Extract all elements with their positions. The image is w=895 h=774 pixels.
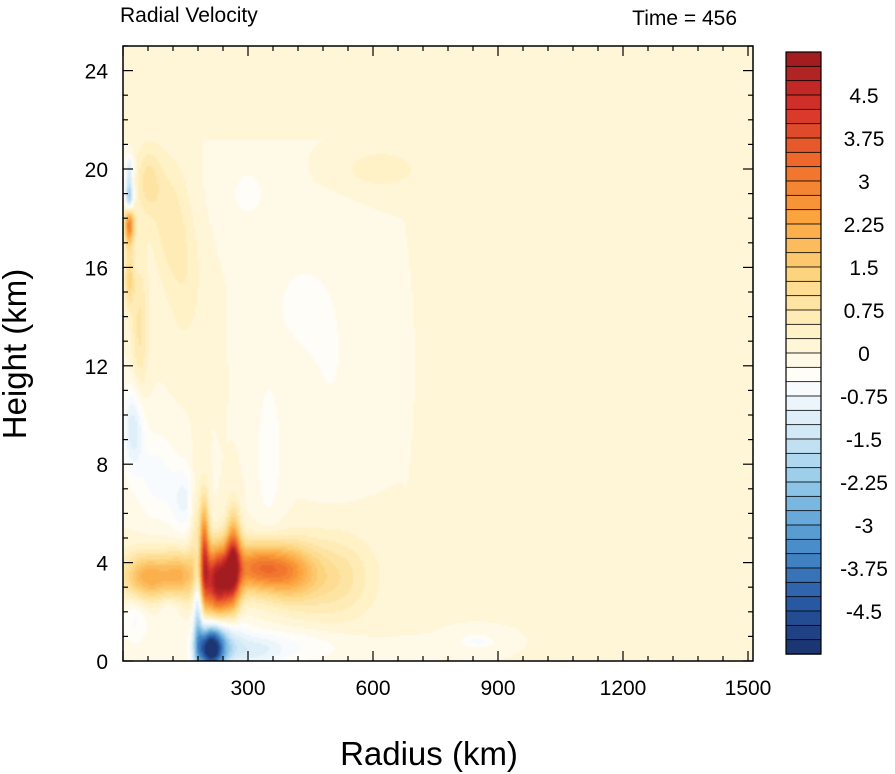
colorbar-segment bbox=[785, 338, 822, 354]
colorbar-frame bbox=[785, 51, 822, 655]
x-tick-label: 1500 bbox=[725, 677, 772, 700]
colorbar-tick-label: 0 bbox=[858, 343, 870, 366]
colorbar-segment bbox=[785, 94, 822, 111]
colorbar-segment bbox=[785, 538, 822, 555]
colorbar-segment bbox=[785, 624, 822, 641]
colorbar-tick-label: -0.75 bbox=[840, 386, 888, 409]
colorbar-tick-label: 4.5 bbox=[849, 85, 878, 108]
plot-frame bbox=[122, 45, 754, 662]
x-axis: 300 600 900 1200 1500 bbox=[122, 46, 772, 700]
colorbar-segment bbox=[785, 352, 822, 369]
colorbar-segment bbox=[785, 366, 822, 383]
colorbar-tick-label: 3 bbox=[858, 171, 870, 194]
colorbar-segment bbox=[785, 137, 822, 154]
colorbar-segment bbox=[785, 237, 822, 254]
colorbar-segment bbox=[785, 495, 822, 512]
colorbar-tick-label: -2.25 bbox=[840, 472, 888, 495]
y-axis-label: Height (km) bbox=[0, 269, 33, 440]
colorbar-tick-label: 1.5 bbox=[849, 257, 878, 280]
y-tick-label: 0 bbox=[96, 651, 108, 674]
colorbar-tick-label: -1.5 bbox=[846, 429, 882, 452]
colorbar-segment bbox=[785, 194, 822, 211]
x-tick-label: 300 bbox=[230, 677, 265, 700]
colorbar-segment bbox=[785, 409, 822, 426]
colorbar-segment bbox=[785, 510, 822, 526]
y-tick-label: 16 bbox=[85, 257, 108, 280]
colorbar-segment bbox=[785, 51, 822, 68]
colorbar-segment bbox=[785, 266, 822, 283]
colorbar-segment bbox=[785, 424, 822, 440]
y-tick-label: 4 bbox=[96, 553, 108, 576]
colorbar-tick-label: 3.75 bbox=[844, 128, 885, 151]
colorbar-segment bbox=[785, 123, 822, 139]
y-tick-label: 12 bbox=[85, 356, 108, 379]
colorbar-tick-label: 0.75 bbox=[844, 300, 885, 323]
colorbar-tick-label: -3 bbox=[855, 515, 874, 538]
colorbar-segment bbox=[785, 524, 822, 541]
colorbar bbox=[785, 51, 822, 655]
heatmap-field bbox=[123, 46, 753, 661]
colorbar-segment bbox=[785, 151, 822, 168]
chart-title: Radial Velocity bbox=[120, 4, 258, 27]
colorbar-segment bbox=[785, 467, 822, 483]
colorbar-tick-label: 2.25 bbox=[844, 214, 885, 237]
y-axis: 0 4 8 12 16 20 24 bbox=[85, 45, 753, 674]
colorbar-segment bbox=[785, 639, 822, 655]
colorbar-segment bbox=[785, 252, 822, 268]
colorbar-segment bbox=[785, 452, 822, 469]
colorbar-segment bbox=[785, 438, 822, 455]
heatmap-image bbox=[123, 46, 753, 661]
time-label: Time = 456 bbox=[632, 7, 737, 30]
colorbar-segment bbox=[785, 553, 822, 569]
colorbar-segment bbox=[785, 395, 822, 412]
colorbar-labels: 4.5 3.75 3 2.25 1.5 0.75 0 -0.75 -1.5 -2.25 -3 -3.7… bbox=[840, 85, 888, 624]
x-tick-label: 900 bbox=[480, 677, 515, 700]
colorbar-segment bbox=[785, 381, 822, 397]
x-tick-label: 600 bbox=[355, 677, 390, 700]
colorbar-segment bbox=[785, 323, 822, 340]
colorbar-segment bbox=[785, 610, 822, 627]
x-axis-label: Radius (km) bbox=[340, 735, 518, 772]
y-tick-label: 24 bbox=[85, 61, 109, 84]
colorbar-segment bbox=[785, 295, 822, 311]
y-tick-label: 20 bbox=[85, 159, 108, 182]
colorbar-segment bbox=[785, 309, 822, 326]
colorbar-segment bbox=[785, 280, 822, 297]
colorbar-segment bbox=[785, 166, 822, 182]
colorbar-segment bbox=[785, 209, 822, 225]
colorbar-segment bbox=[785, 65, 822, 82]
colorbar-segment bbox=[785, 596, 822, 612]
colorbar-segment bbox=[785, 108, 822, 125]
colorbar-segment bbox=[785, 481, 822, 498]
x-tick-label: 1200 bbox=[600, 677, 647, 700]
colorbar-tick-label: -3.75 bbox=[840, 558, 888, 581]
y-tick-label: 8 bbox=[96, 454, 108, 477]
colorbar-segment bbox=[785, 180, 822, 197]
colorbar-tick-label: -4.5 bbox=[846, 601, 882, 624]
colorbar-segment bbox=[785, 80, 822, 96]
colorbar-segment bbox=[785, 567, 822, 584]
colorbar-segment bbox=[785, 223, 822, 240]
colorbar-segment bbox=[785, 581, 822, 598]
